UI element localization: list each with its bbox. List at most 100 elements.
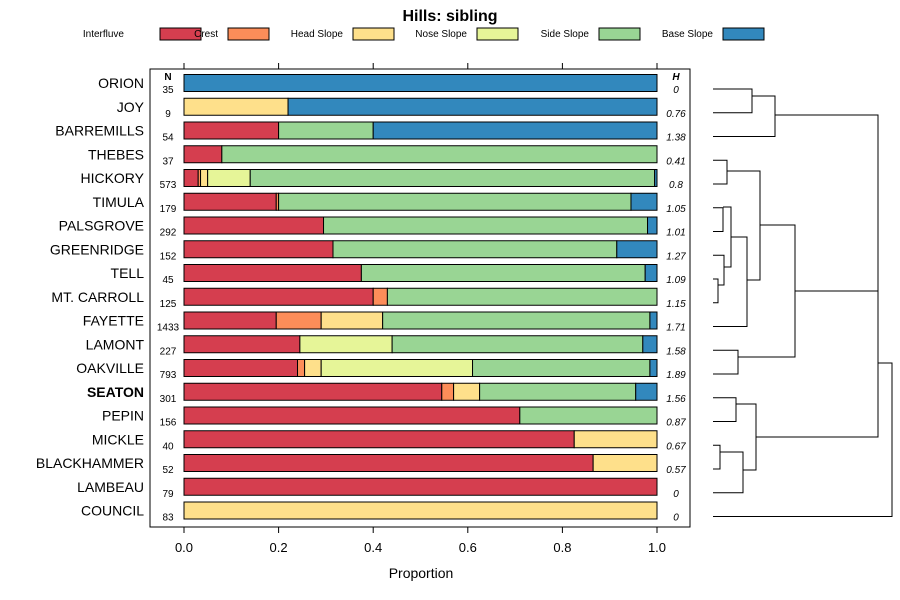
x-tick-label: 0.4 [364, 540, 382, 555]
legend-label-base-slope: Base Slope [662, 29, 714, 40]
bar-segment-fayette-side-slope [382, 311, 651, 330]
bar-segment-council-head-slope [183, 501, 658, 520]
chart-title: Hills: sibling [402, 8, 497, 25]
bar-segment-oakville-interfluve [183, 359, 299, 377]
bar-segment-oakville-base-slope [649, 359, 658, 377]
x-tick-label: 0.2 [270, 540, 288, 555]
bar-segment-thebes-side-slope [221, 145, 658, 164]
bar-segment-seaton-interfluve [183, 382, 443, 401]
bar-segment-fayette-base-slope [649, 311, 658, 330]
row-n-lambeau: 79 [162, 489, 174, 500]
bar-segment-palsgrove-interfluve [183, 216, 325, 235]
row-n-greenridge: 152 [160, 251, 177, 262]
row-n-joy: 9 [165, 109, 171, 120]
bar-segment-lamont-side-slope [391, 335, 644, 354]
dendrogram-branch [713, 95, 776, 137]
bar-segment-hickory-interfluve [183, 169, 199, 187]
bar-segment-palsgrove-side-slope [323, 216, 649, 235]
row-h-fayette: 1.71 [666, 323, 685, 334]
row-label-mickle: MICKLE [92, 431, 144, 447]
row-n-seaton: 301 [160, 394, 177, 405]
legend-label-head-slope: Head Slope [291, 29, 344, 40]
row-n-mickle: 40 [162, 441, 174, 452]
row-h-mickle: 0.67 [666, 441, 686, 452]
bar-segment-mickle-interfluve [183, 430, 575, 449]
bar-segment-mickle-head-slope [573, 430, 658, 449]
row-n-mt-carroll: 125 [160, 299, 177, 310]
legend-swatch-base-slope [722, 27, 765, 41]
dendrogram-branch [713, 254, 725, 286]
bar-segment-tell-interfluve [183, 264, 362, 282]
row-label-barremills: BARREMILLS [55, 123, 144, 139]
row-n-council: 83 [162, 513, 174, 524]
row-label-greenridge: GREENRIDGE [50, 241, 144, 257]
row-n-blackhammer: 52 [162, 465, 174, 476]
dendrogram-branch [713, 159, 728, 185]
bar-segment-hickory-base-slope [654, 169, 658, 187]
dendrogram-branch [775, 114, 879, 292]
row-h-oakville: 1.89 [666, 370, 686, 381]
row-label-timula: TIMULA [93, 194, 145, 210]
dendrogram [713, 88, 893, 517]
dendrogram-branch [727, 170, 761, 281]
row-h-greenridge: 1.27 [666, 251, 686, 262]
row-label-seaton: SEATON [87, 384, 144, 400]
row-label-lambeau: LAMBEAU [77, 479, 144, 495]
bar-segment-mt-carroll-crest [372, 287, 388, 306]
dendrogram-branch [713, 444, 721, 470]
bar-segment-barremills-side-slope [278, 121, 374, 140]
row-n-fayette: 1433 [157, 323, 180, 334]
row-h-lambeau: 0 [673, 489, 679, 500]
bar-segment-barremills-base-slope [372, 121, 658, 140]
legend-swatch-crest [227, 27, 270, 41]
bar-segment-fayette-crest [275, 311, 322, 330]
bar-segment-seaton-side-slope [479, 382, 637, 401]
bar-segment-lamont-base-slope [642, 335, 658, 354]
bar-segment-fayette-head-slope [320, 311, 384, 330]
bar-segment-mt-carroll-side-slope [386, 287, 658, 306]
bar-segment-pepin-side-slope [519, 406, 658, 425]
dendrogram-branch [713, 451, 744, 494]
row-label-lamont: LAMONT [86, 336, 145, 352]
legend-swatch-head-slope [352, 27, 395, 41]
row-label-pepin: PEPIN [102, 408, 144, 424]
bar-segment-seaton-crest [441, 382, 455, 401]
dendrogram-branch [713, 207, 724, 232]
bar-segment-greenridge-side-slope [332, 240, 618, 259]
bar-segment-lambeau-interfluve [183, 477, 658, 496]
bar-segment-seaton-head-slope [453, 382, 481, 401]
legend-swatch-nose-slope [476, 27, 519, 41]
row-h-barremills: 1.38 [666, 133, 686, 144]
row-h-hickory: 0.8 [669, 180, 683, 191]
n-header: N [164, 72, 171, 83]
row-label-palsgrove: PALSGROVE [59, 218, 144, 234]
bar-segment-mt-carroll-interfluve [183, 287, 374, 306]
row-label-mt-carroll: MT. CARROLL [51, 289, 144, 305]
row-label-tell: TELL [111, 265, 145, 281]
bar-segment-oakville-head-slope [304, 359, 322, 377]
x-tick-label: 1.0 [648, 540, 666, 555]
row-n-lamont: 227 [160, 346, 177, 357]
bar-segment-oakville-side-slope [472, 359, 651, 377]
bar-segment-pepin-interfluve [183, 406, 521, 425]
row-n-timula: 179 [160, 204, 177, 215]
dendrogram-branch [713, 278, 719, 304]
x-tick-label: 0.6 [459, 540, 477, 555]
bar-segment-oakville-nose-slope [320, 359, 474, 377]
row-n-oakville: 793 [160, 370, 177, 381]
bar-segment-palsgrove-base-slope [647, 216, 658, 235]
bar-segment-lamont-nose-slope [299, 335, 393, 354]
row-label-orion: ORION [98, 75, 144, 91]
bar-segment-oakville-crest [297, 359, 306, 377]
bar-segment-hickory-nose-slope [207, 169, 251, 187]
x-tick-label: 0.0 [175, 540, 193, 555]
row-h-orion: 0 [673, 85, 679, 96]
x-tick-label: 0.8 [553, 540, 571, 555]
bar-segment-seaton-base-slope [635, 382, 658, 401]
bar-segment-tell-side-slope [360, 264, 646, 282]
row-h-pepin: 0.87 [666, 418, 686, 429]
dendrogram-branch [713, 236, 748, 327]
plot-frame [149, 68, 691, 528]
dendrogram-branch [756, 291, 879, 438]
bar-segment-barremills-interfluve [183, 121, 280, 140]
